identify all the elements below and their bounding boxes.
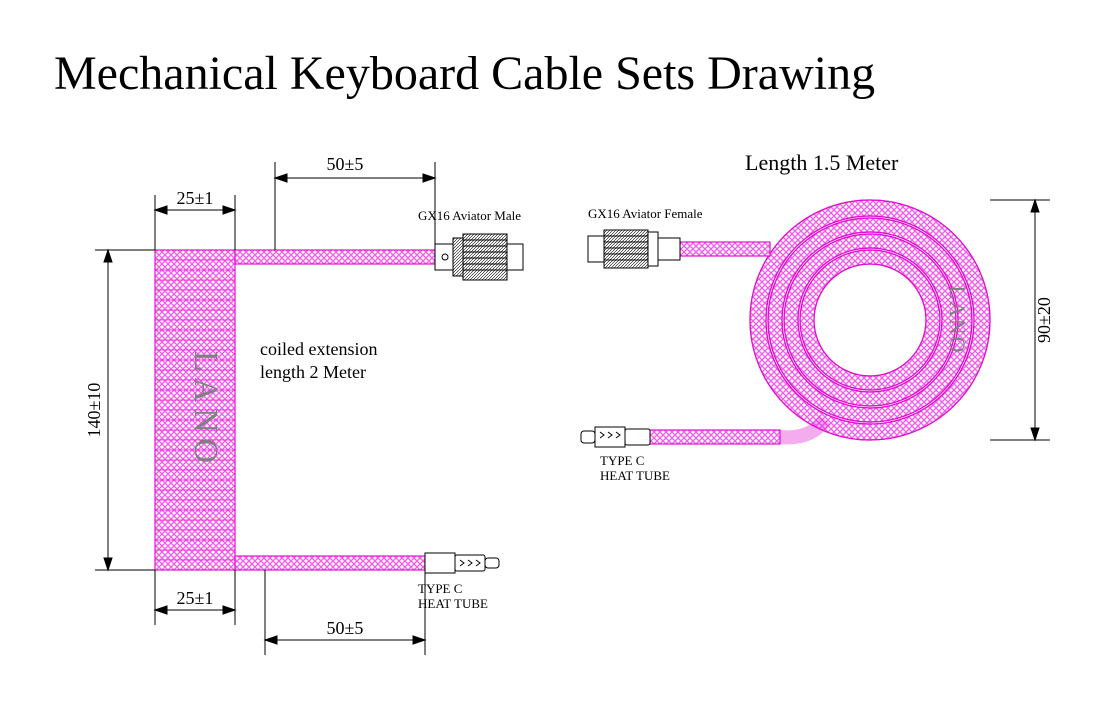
typec-right-label-line2: HEAT TUBE xyxy=(600,468,670,483)
dim-bottom-long-label: 50±5 xyxy=(327,618,364,638)
dim-height-label: 140±10 xyxy=(84,383,104,438)
brand-text-right: LANO xyxy=(945,285,970,354)
right-bottom-cable xyxy=(650,430,780,444)
length-label: Length 1.5 Meter xyxy=(745,150,899,175)
dim-height xyxy=(95,250,155,570)
dim-bottom-short-label: 25±1 xyxy=(177,588,214,608)
typec-left-label-line2: HEAT TUBE xyxy=(418,596,488,611)
dim-top-long-label: 50±5 xyxy=(327,154,364,174)
gx16-female-label: GX16 Aviator Female xyxy=(588,206,703,221)
typec-right-label-line1: TYPE C xyxy=(600,453,644,468)
dim-right-height-label: 90±20 xyxy=(1034,297,1054,343)
dim-top-long xyxy=(275,162,435,250)
gx16-male-connector xyxy=(435,234,523,280)
gx16-female-connector xyxy=(588,230,680,268)
right-top-cable xyxy=(680,242,770,256)
dim-top-short-label: 25±1 xyxy=(177,188,214,208)
right-bottom-curve xyxy=(780,420,825,437)
page-title: Mechanical Keyboard Cable Sets Drawing xyxy=(54,46,875,101)
brand-text-left: LANO xyxy=(187,351,224,469)
typec-connector-right xyxy=(581,427,650,447)
drawing-canvas: LANO xyxy=(0,0,1118,705)
dim-bottom-long xyxy=(265,570,425,655)
bottom-cable xyxy=(235,556,425,570)
typec-left-label-line1: TYPE C xyxy=(418,581,462,596)
gx16-male-label: GX16 Aviator Male xyxy=(418,208,521,223)
top-cable xyxy=(235,250,435,264)
coil-label-line1: coiled extension xyxy=(260,339,377,359)
typec-connector-left xyxy=(425,553,499,573)
left-diagram: LANO xyxy=(84,154,523,655)
coil-label-line2: length 2 Meter xyxy=(260,362,366,382)
right-diagram: LANO Length 1.5 Meter GX1 xyxy=(581,150,1054,483)
